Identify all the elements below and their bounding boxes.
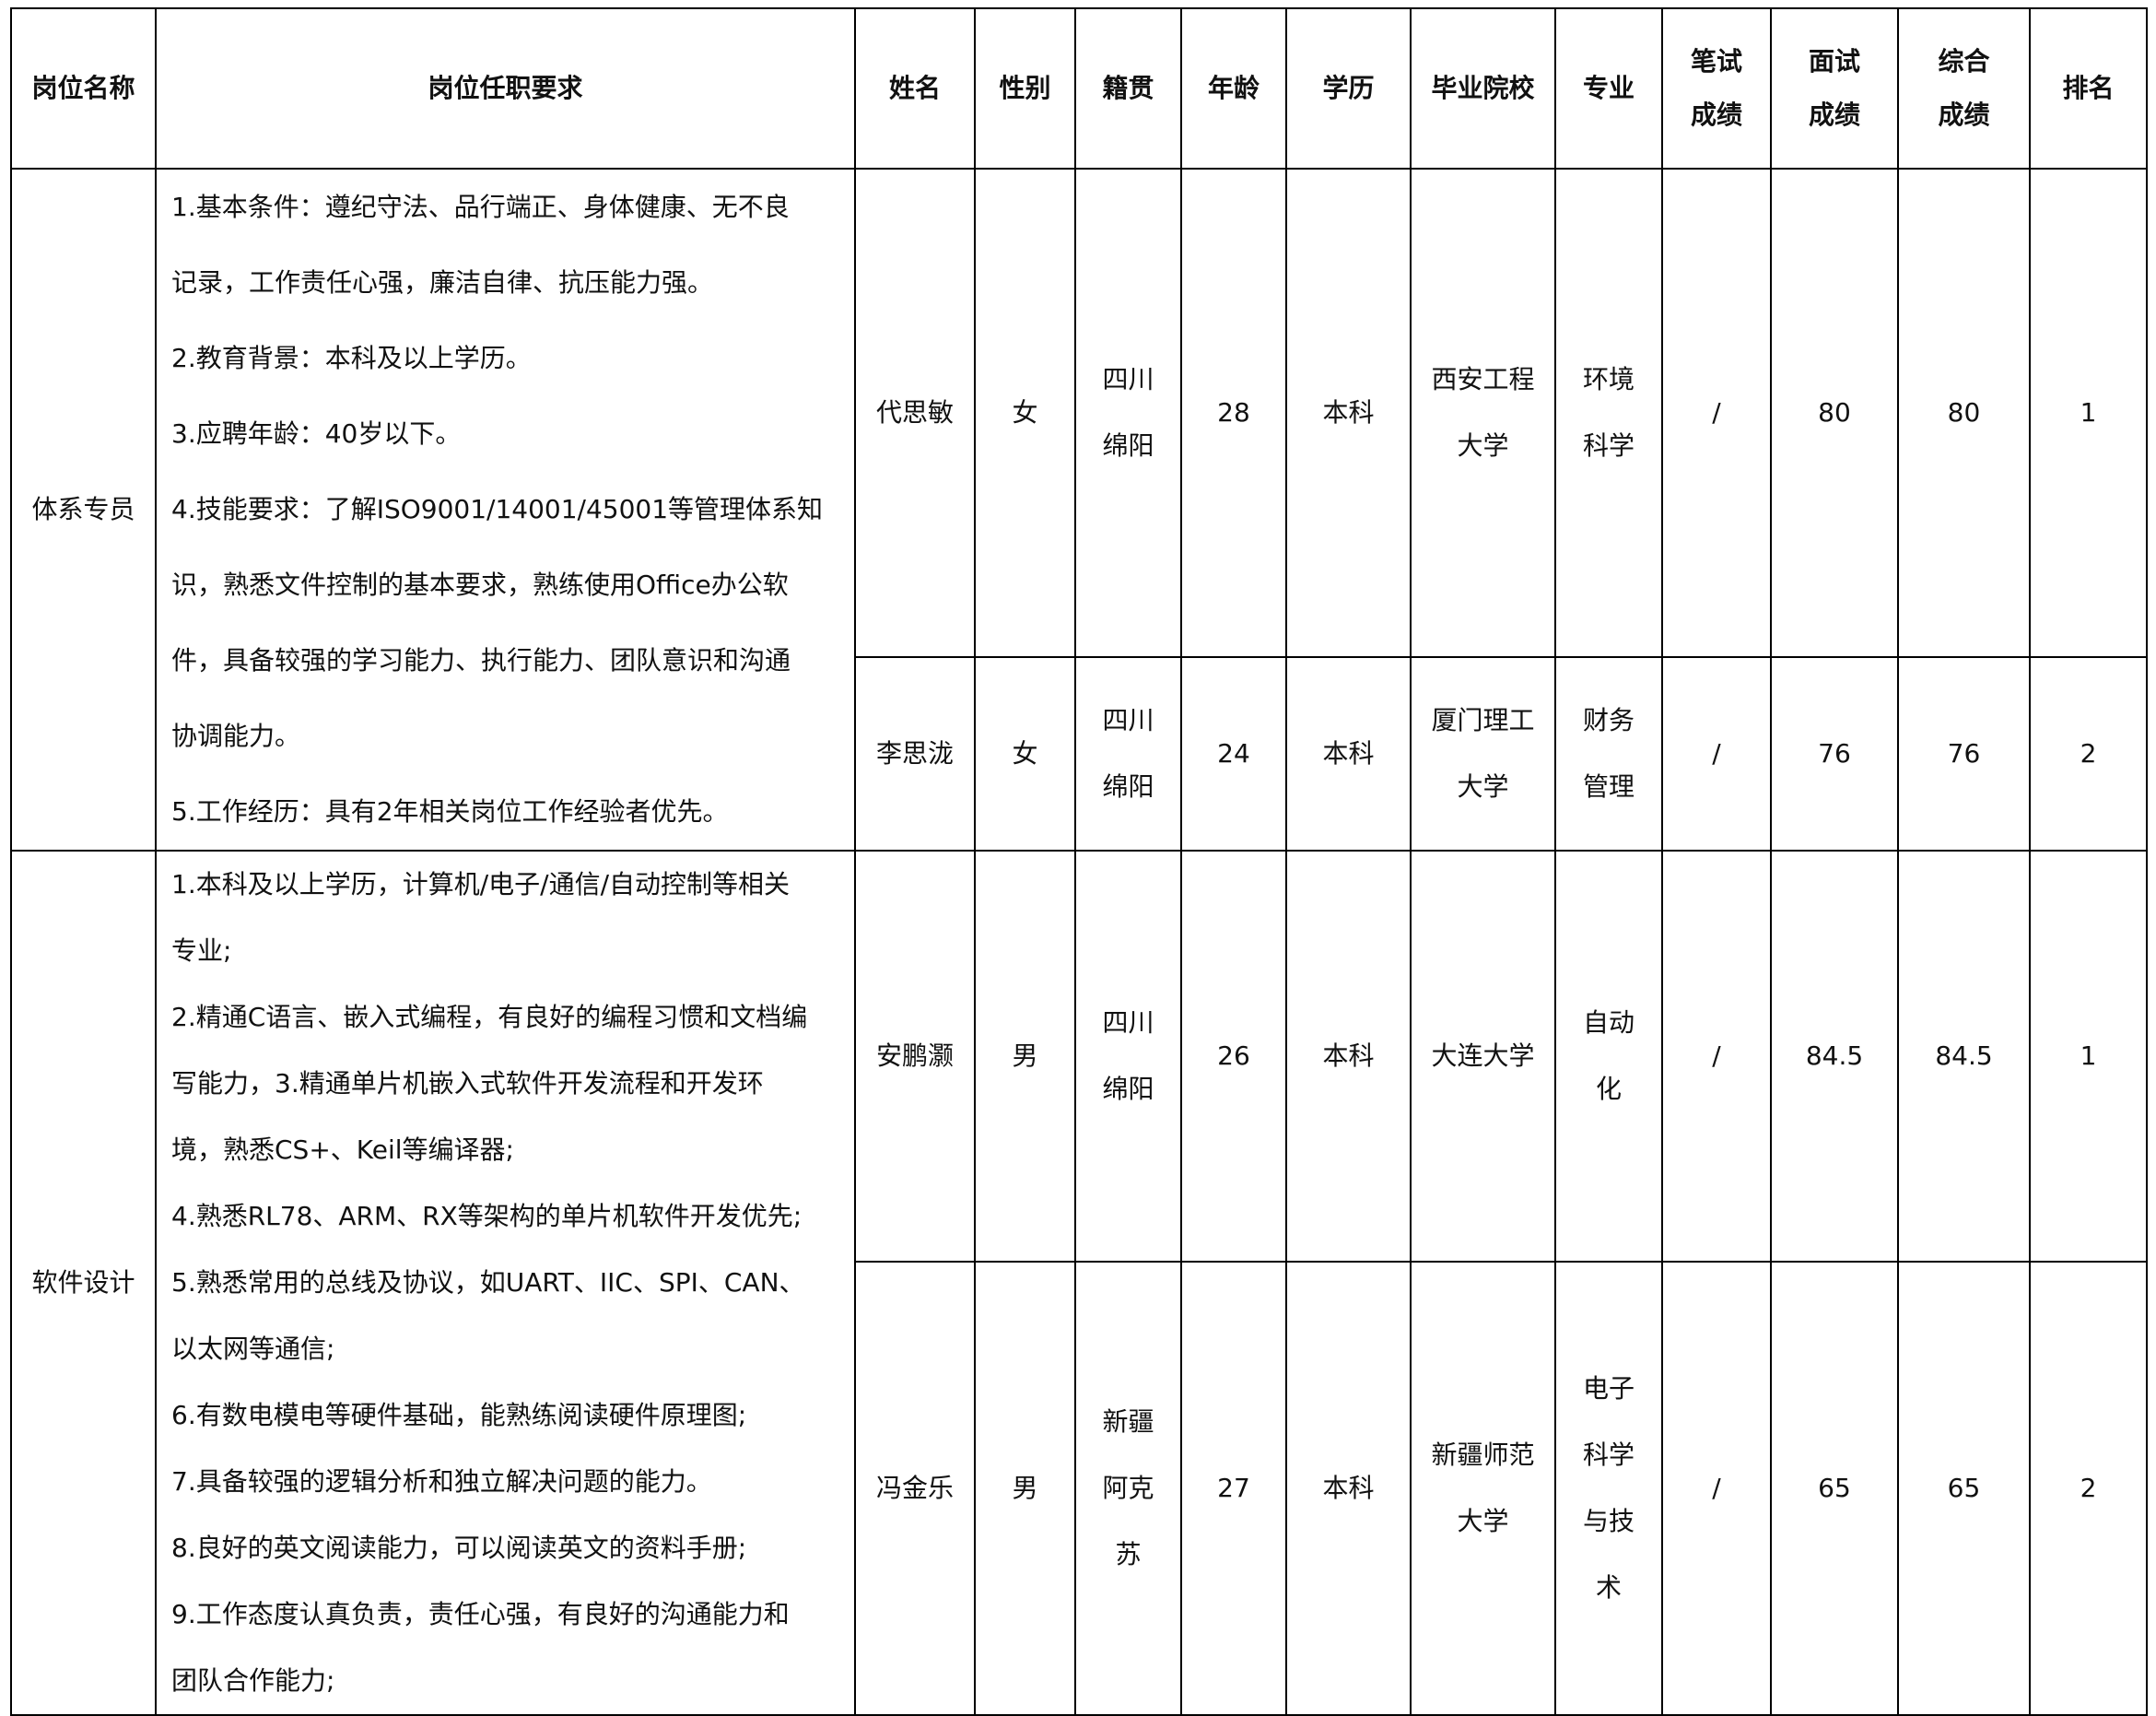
recruitment-results-table: 岗位名称 岗位任职要求 姓名 性别 籍贯 年龄 学历 毕业院校 专业 笔试 成绩… [10,7,2148,1716]
candidate-major: 自动 化 [1554,849,1663,1263]
candidate-hometown: 四川 绵阳 [1074,168,1182,658]
candidate-interview-score: 76 [1770,655,1899,852]
candidate-total-score: 84.5 [1897,849,2031,1263]
candidate-school: 西安工程 大学 [1410,168,1556,658]
header-major: 专业 [1554,7,1663,170]
candidate-interview-score: 84.5 [1770,849,1899,1263]
position-name: 软件设计 [10,850,157,1716]
candidate-education: 本科 [1285,168,1412,658]
header-school: 毕业院校 [1410,7,1556,170]
candidate-total-score: 80 [1897,168,2031,658]
candidate-written-score: / [1661,1261,1772,1716]
header-education: 学历 [1285,7,1412,170]
header-position: 岗位名称 [10,7,157,170]
candidate-interview-score: 65 [1770,1261,1899,1716]
candidate-gender: 男 [974,849,1076,1263]
header-hometown: 籍贯 [1074,7,1182,170]
candidate-school: 大连大学 [1410,849,1556,1263]
candidate-school: 新疆师范 大学 [1410,1261,1556,1716]
candidate-rank: 2 [2029,1261,2148,1716]
header-name: 姓名 [854,7,976,170]
candidate-rank: 1 [2029,849,2148,1263]
table-row: 冯金乐 男 新疆 阿克 苏 27 本科 新疆师范 大学 电子 科学 与技 术 /… [11,1261,2148,1716]
header-age: 年龄 [1180,7,1287,170]
candidate-interview-score: 80 [1770,168,1899,658]
position-requirements: 1.基本条件：遵纪守法、品行端正、身体健康、无不良 记录，工作责任心强，廉洁自律… [155,168,856,852]
candidate-hometown: 新疆 阿克 苏 [1074,1261,1182,1716]
table-row: 软件设计 1.本科及以上学历，计算机/电子/通信/自动控制等相关 专业; 2.精… [10,849,2148,1716]
candidate-hometown: 四川 绵阳 [1074,849,1182,1263]
candidate-age: 27 [1180,1261,1287,1716]
candidate-written-score: / [1661,655,1772,852]
candidate-age: 24 [1180,655,1287,852]
candidate-major: 电子 科学 与技 术 [1554,1261,1663,1716]
candidate-total-score: 76 [1897,655,2031,852]
candidate-education: 本科 [1285,655,1412,852]
header-total-score: 综合 成绩 [1897,7,2031,170]
candidate-school: 厦门理工 大学 [1410,655,1556,852]
header-written-score: 笔试 成绩 [1661,7,1772,170]
candidate-name: 安鹏灏 [854,849,976,1263]
candidate-gender: 男 [974,1261,1076,1716]
position-name: 体系专员 [10,168,157,852]
candidate-gender: 女 [974,168,1076,658]
position-requirements: 1.本科及以上学历，计算机/电子/通信/自动控制等相关 专业; 2.精通C语言、… [155,850,856,1716]
header-rank: 排名 [2029,7,2148,170]
header-gender: 性别 [974,7,1076,170]
header-row: 岗位名称 岗位任职要求 姓名 性别 籍贯 年龄 学历 毕业院校 专业 笔试 成绩… [10,7,2148,170]
candidate-name: 李思泷 [854,655,976,852]
table-row: 体系专员 1.基本条件：遵纪守法、品行端正、身体健康、无不良 记录，工作责任心强… [10,168,2148,852]
candidate-hometown: 四川 绵阳 [1074,655,1182,852]
candidate-total-score: 65 [1897,1261,2031,1716]
candidate-rank: 1 [2029,168,2148,658]
header-interview-score: 面试 成绩 [1770,7,1899,170]
table-row: 李思泷 女 四川 绵阳 24 本科 厦门理工 大学 财务 管理 / 76 76 … [11,655,2148,852]
candidate-written-score: / [1661,168,1772,658]
candidate-gender: 女 [974,655,1076,852]
candidate-major: 财务 管理 [1554,655,1663,852]
candidate-age: 26 [1180,849,1287,1263]
candidate-name: 冯金乐 [854,1261,976,1716]
candidate-name: 代思敏 [854,168,976,658]
candidate-rank: 2 [2029,655,2148,852]
candidate-education: 本科 [1285,1261,1412,1716]
candidate-education: 本科 [1285,849,1412,1263]
header-requirements: 岗位任职要求 [155,7,856,170]
candidate-age: 28 [1180,168,1287,658]
candidate-written-score: / [1661,849,1772,1263]
candidate-major: 环境 科学 [1554,168,1663,658]
